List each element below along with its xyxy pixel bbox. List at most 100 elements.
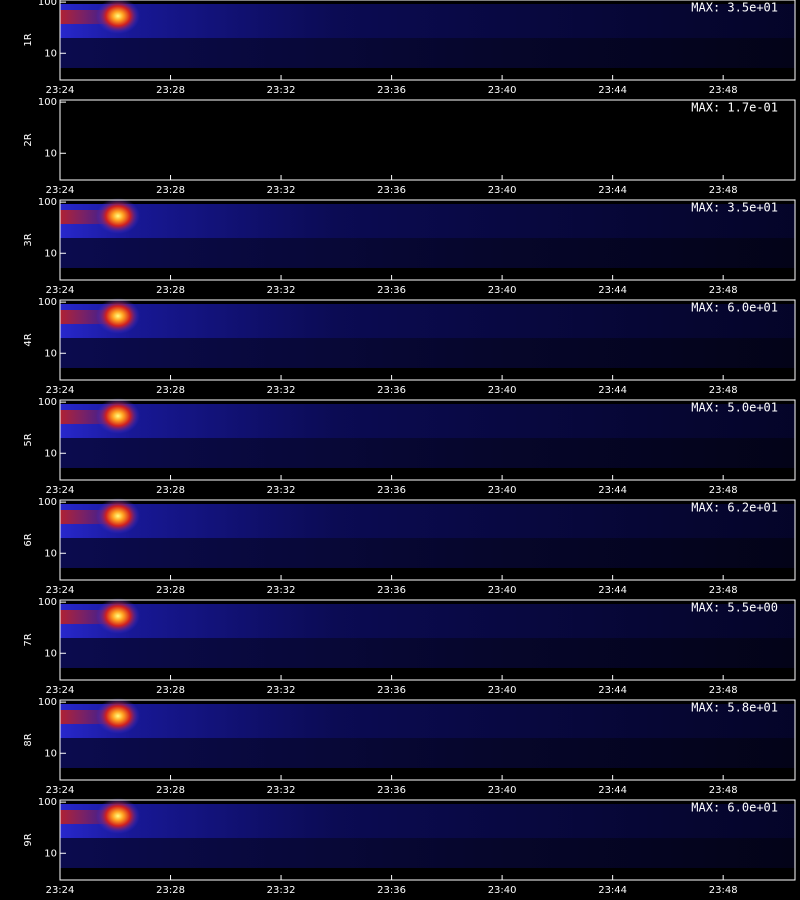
y-tick-label: 100: [38, 497, 57, 508]
x-tick-label: 23:32: [267, 685, 296, 696]
max-annotation: MAX: 5.0e+01: [691, 401, 778, 415]
max-annotation: MAX: 5.8e+01: [691, 701, 778, 715]
x-tick-label: 23:48: [709, 785, 738, 796]
x-tick-label: 23:28: [156, 85, 185, 96]
x-tick-label: 23:32: [267, 185, 296, 196]
x-tick-label: 23:24: [46, 685, 75, 696]
plot-frame: [59, 699, 796, 781]
x-tick-label: 23:40: [488, 485, 517, 496]
x-tick-label: 23:40: [488, 385, 517, 396]
y-tick-label: 100: [38, 97, 57, 108]
x-tick-label: 23:40: [488, 185, 517, 196]
intensity-peak: [96, 198, 140, 234]
x-tick-label: 23:44: [598, 185, 627, 196]
y-tick-label: 10: [44, 248, 57, 259]
intensity-band: [60, 804, 795, 838]
x-tick-label: 23:32: [267, 85, 296, 96]
x-tick-label: 23:32: [267, 885, 296, 896]
x-tick-label: 23:48: [709, 885, 738, 896]
x-tick-label: 23:36: [377, 285, 406, 296]
intensity-peak: [96, 0, 140, 34]
intensity-peak: [96, 398, 140, 434]
intensity-low: [60, 38, 795, 68]
x-tick-label: 23:32: [267, 485, 296, 496]
x-tick-label: 23:28: [156, 785, 185, 796]
panel: 10 100 23:24 23:28 23:32 23:36 23:40 23:44 23:48…: [23, 397, 796, 496]
x-tick-label: 23:44: [598, 585, 627, 596]
intensity-band: [60, 604, 795, 638]
x-tick-label: 23:24: [46, 385, 75, 396]
intensity-band: [60, 704, 795, 738]
x-tick-label: 23:24: [46, 585, 75, 596]
y-tick-label: 10: [44, 648, 57, 659]
intensity-low: [60, 538, 795, 568]
x-tick-label: 23:32: [267, 585, 296, 596]
panel: 10 100 23:24 23:28 23:32 23:36 23:40 23:44 23:48…: [23, 797, 796, 896]
y-axis-label: 2R: [23, 133, 34, 146]
x-tick-label: 23:36: [377, 485, 406, 496]
plot-frame: [59, 199, 796, 281]
intensity-low: [60, 638, 795, 668]
intensity-peak: [96, 698, 140, 734]
x-tick-label: 23:40: [488, 585, 517, 596]
x-tick-label: 23:36: [377, 185, 406, 196]
x-tick-label: 23:48: [709, 685, 738, 696]
x-tick-label: 23:48: [709, 285, 738, 296]
x-tick-label: 23:48: [709, 85, 738, 96]
x-tick-label: 23:44: [598, 85, 627, 96]
x-tick-label: 23:40: [488, 885, 517, 896]
x-tick-label: 23:24: [46, 485, 75, 496]
y-tick-label: 100: [38, 797, 57, 808]
y-tick-label: 100: [38, 597, 57, 608]
panel: 10 100 23:24 23:28 23:32 23:36 23:40 23:44 23:48…: [23, 697, 796, 796]
panel: 10 100 23:24 23:28 23:32 23:36 23:40 23:44 23:48…: [23, 0, 796, 96]
x-tick-label: 23:36: [377, 85, 406, 96]
y-tick-label: 100: [38, 197, 57, 208]
x-tick-label: 23:40: [488, 85, 517, 96]
max-annotation: MAX: 3.5e+01: [691, 1, 778, 15]
x-tick-label: 23:48: [709, 585, 738, 596]
x-tick-label: 23:28: [156, 585, 185, 596]
y-axis-label: 9R: [23, 833, 34, 846]
x-tick-label: 23:28: [156, 385, 185, 396]
panel: 10 100 23:24 23:28 23:32 23:36 23:40 23:44 23:48…: [23, 197, 796, 296]
x-tick-label: 23:44: [598, 385, 627, 396]
max-annotation: MAX: 1.7e-01: [691, 101, 778, 115]
x-tick-label: 23:28: [156, 885, 185, 896]
max-annotation: MAX: 6.0e+01: [691, 801, 778, 815]
y-axis-label: 1R: [23, 33, 34, 46]
x-tick-label: 23:48: [709, 185, 738, 196]
x-tick-label: 23:32: [267, 285, 296, 296]
y-axis-label: 4R: [23, 333, 34, 346]
intensity-low: [60, 838, 795, 868]
y-tick-label: 10: [44, 748, 57, 759]
y-tick-label: 10: [44, 448, 57, 459]
x-tick-label: 23:32: [267, 785, 296, 796]
x-tick-label: 23:28: [156, 285, 185, 296]
y-tick-label: 10: [44, 148, 57, 159]
y-axis-label: 7R: [23, 633, 34, 646]
plot-frame: [59, 799, 796, 881]
x-tick-label: 23:24: [46, 785, 75, 796]
y-tick-label: 100: [38, 297, 57, 308]
y-tick-label: 10: [44, 348, 57, 359]
x-tick-label: 23:40: [488, 785, 517, 796]
plot-frame: [59, 399, 796, 481]
plot-frame: [59, 599, 796, 681]
x-tick-label: 23:40: [488, 285, 517, 296]
y-axis-label: 3R: [23, 233, 34, 246]
plot-frame: [59, 299, 796, 381]
x-tick-label: 23:28: [156, 685, 185, 696]
y-axis-label: 8R: [23, 733, 34, 746]
panel: 10 100 23:24 23:28 23:32 23:36 23:40 23:44 23:48…: [23, 497, 796, 596]
y-tick-label: 100: [38, 397, 57, 408]
x-tick-label: 23:36: [377, 885, 406, 896]
intensity-peak: [96, 598, 140, 634]
panel: 10 100 23:24 23:28 23:32 23:36 23:40 23:44 23:48…: [23, 297, 796, 396]
max-annotation: MAX: 3.5e+01: [691, 201, 778, 215]
intensity-low: [60, 238, 795, 268]
intensity-low: [60, 738, 795, 768]
y-tick-label: 100: [38, 0, 57, 8]
max-annotation: MAX: 6.2e+01: [691, 501, 778, 515]
